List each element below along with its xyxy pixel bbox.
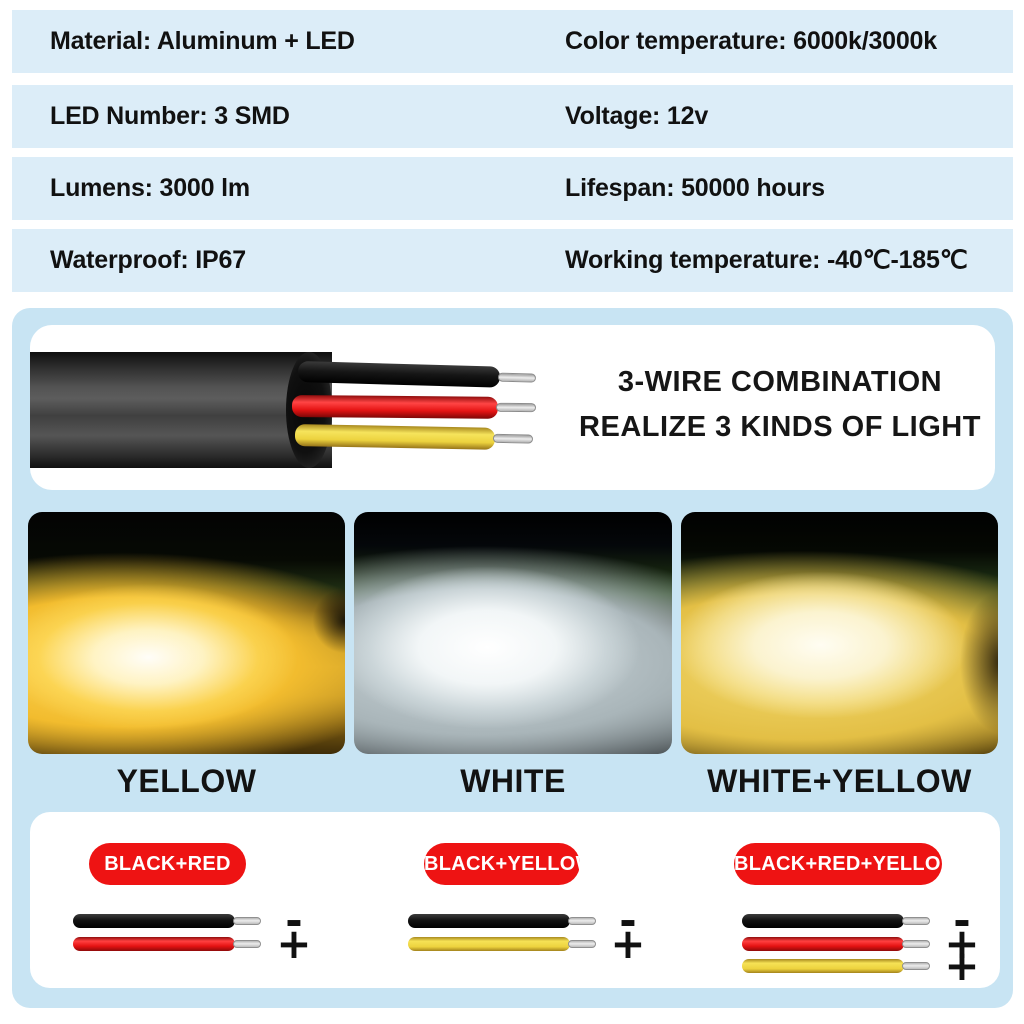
cable-sheath [30, 352, 332, 468]
polarity-sign-plus: + [944, 941, 980, 990]
spec-led-number: LED Number: 3 SMD [50, 102, 290, 130]
illustration-yellow-wire [294, 424, 537, 451]
combinations-box [30, 812, 1000, 988]
spec-waterproof: Waterproof: IP67 [50, 246, 246, 274]
wire-red [73, 937, 235, 951]
polarity-sign-plus: + [276, 919, 312, 968]
mode-label-white-yellow: WHITE+YELLOW [707, 763, 972, 799]
photo-white-beam [354, 512, 672, 754]
spec-row: Waterproof: IP67 Working temperature: -4… [12, 229, 1013, 292]
polarity-sign-minus: - [285, 896, 303, 945]
black-wire [297, 361, 501, 388]
spec-voltage: Voltage: 12v [565, 102, 709, 130]
wire-pin-icon [568, 940, 596, 948]
photo-white-yellow-beam [681, 512, 998, 754]
wire-pin-icon [568, 917, 596, 925]
spec-lumens: Lumens: 3000 lm [50, 174, 250, 202]
wire-pin-icon [233, 940, 261, 948]
polarity-sign-plus: + [944, 919, 980, 968]
mode-label-yellow: YELLOW [116, 763, 257, 799]
photo-yellow-beam [28, 512, 345, 754]
polarity-sign-minus: - [953, 896, 971, 945]
polarity-sign-minus: - [619, 896, 637, 945]
polarity-sign-plus: + [610, 919, 646, 968]
wire-red [742, 937, 904, 951]
spec-working-temperature: Working temperature: -40℃-185℃ [565, 246, 968, 274]
wire-pin-icon [902, 962, 930, 970]
spec-lifespan: Lifespan: 50000 hours [565, 174, 825, 202]
wire-pin-icon [492, 433, 534, 444]
wire-yellow [742, 959, 904, 973]
wire-black [73, 914, 235, 928]
wire-pin-icon [495, 402, 537, 413]
heading-line-2: REALIZE 3 KINDS OF LIGHT [579, 411, 981, 443]
wire-pin-icon [233, 917, 261, 925]
wire-black [742, 914, 904, 928]
spec-row: Material: Aluminum + LED Color temperatu… [12, 10, 1013, 73]
red-wire [291, 395, 499, 419]
mode-label-white: WHITE [460, 763, 566, 799]
combo-badge-black-yellow: BLACK+YELLOW [424, 843, 595, 885]
yellow-wire [294, 424, 496, 450]
wire-yellow [408, 937, 570, 951]
panel-heading: 3-WIRE COMBINATION REALIZE 3 KINDS OF LI… [555, 360, 1005, 450]
spec-row: Lumens: 3000 lm Lifespan: 50000 hours [12, 157, 1013, 220]
spec-row: LED Number: 3 SMD Voltage: 12v [12, 85, 1013, 148]
wire-pin-icon [902, 917, 930, 925]
combo-badge-black-red: BLACK+RED [89, 843, 246, 885]
wire-pin-icon [497, 372, 537, 383]
illustration-red-wire [291, 395, 538, 419]
wire-black [408, 914, 570, 928]
spec-material: Material: Aluminum + LED [50, 27, 355, 55]
spec-color-temperature: Color temperature: 6000k/3000k [565, 27, 937, 55]
heading-line-1: 3-WIRE COMBINATION [617, 366, 943, 398]
combo-badge-black-red-yellow: BLACK+RED+YELLOW [734, 843, 960, 885]
wire-pin-icon [902, 940, 930, 948]
